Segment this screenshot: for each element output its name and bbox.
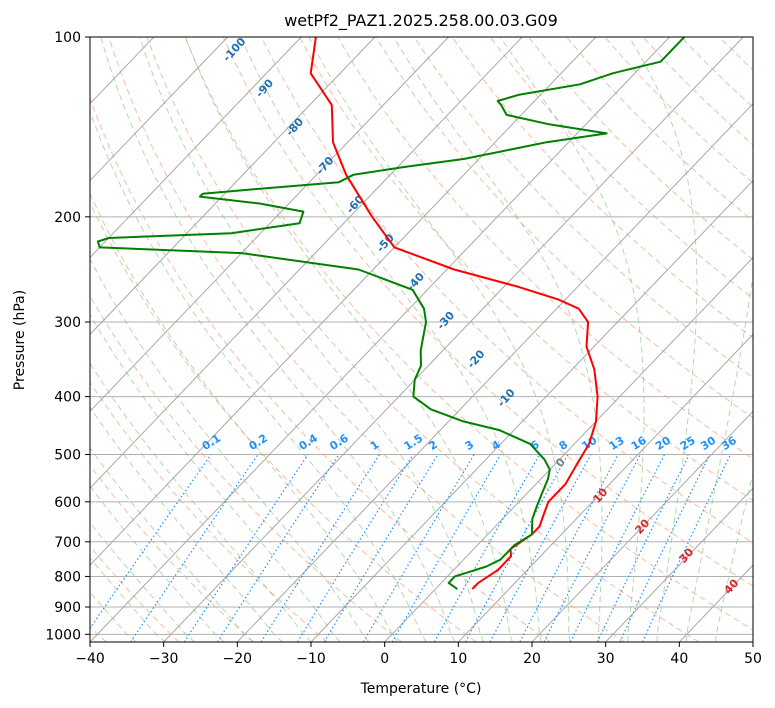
isotherm [90,37,523,489]
y-tick-label: 1000 [45,627,81,643]
dry-adiabat [489,37,753,299]
isotherm [384,256,753,642]
x-tick-label: 10 [449,651,467,667]
y-tick-label: 300 [54,315,81,331]
isotherm [236,102,753,642]
mixing-ratio-line [489,454,592,642]
isotherm [163,37,744,642]
moist-adiabat [628,37,698,642]
moist-adiabat [139,37,485,642]
moist-adiabat [308,37,571,642]
dry-adiabat [90,294,403,642]
isotherm [90,37,449,413]
mixing-ratio-line [130,454,259,642]
dry-adiabat [260,37,753,544]
x-tick-label: 20 [523,651,541,667]
isotherms [90,37,753,642]
moist-adiabat [90,447,254,642]
dry-adiabat [413,37,753,379]
isotherm [90,37,376,336]
mixing-ratio-line [464,454,569,642]
y-tick-label: 800 [54,569,81,585]
x-axis-label: Temperature (°C) [360,681,482,697]
mixing-ratio-line [362,454,475,642]
y-axis: 100 200 300 400 500 600 700 800 900 1000 [45,30,90,643]
moist-adiabat [393,37,603,642]
dry-adiabat [184,37,753,631]
moist-adiabat [240,37,542,642]
isotherm [457,333,753,642]
moist-adiabat [499,37,645,642]
y-tick-label: 600 [54,495,81,511]
isotherm [531,410,753,642]
x-tick-label: 0 [380,651,389,667]
dewpoint-line [96,37,686,590]
moist-adiabat [90,362,312,642]
x-tick-label: −40 [75,651,105,667]
mixing-ratio-line [391,454,502,642]
dry-adiabat [222,37,753,587]
y-tick-label: 100 [54,30,81,46]
y-tick-label: 900 [54,600,81,616]
mixing-ratio-line [216,454,340,642]
y-tick-label: 500 [54,448,81,464]
dry-adiabats [90,37,753,642]
mixing-ratio-line [619,454,711,642]
isotherm [605,487,753,642]
y-tick-label: 700 [54,535,81,551]
y-axis-label: Pressure (hPa) [12,290,28,390]
y-tick-label: 400 [54,390,81,406]
moist-adiabat [90,192,399,642]
moist-adiabat [90,110,427,642]
isotherm [90,37,302,259]
x-tick-label: 40 [670,651,688,667]
mixing-ratio-line [183,454,309,642]
x-axis: −40 −30 −20 −10 0 10 20 30 40 50 [75,642,762,667]
dry-adiabat [108,37,625,642]
moist-adiabat [100,37,456,642]
mixing-ratio-line [90,454,212,630]
x-tick-label: −30 [149,651,179,667]
dry-adiabat [90,381,328,642]
x-tick-label: −10 [296,651,326,667]
dry-adiabat [90,464,254,642]
dry-adiabat [337,37,753,460]
dry-adiabat [299,37,753,502]
sounding-series [96,37,686,590]
dry-adiabat [451,37,753,339]
dry-adiabat [90,201,477,642]
isotherm [310,179,753,642]
isotherm [90,37,228,182]
mixing-ratio-line [642,454,732,642]
mixing-ratio-line [433,454,541,642]
moist-adiabat [90,406,283,642]
isotherm [90,37,597,566]
mixing-ratio-line [596,454,690,642]
mixing-ratio-lines [90,454,732,642]
moist-adiabat [715,471,753,642]
x-tick-label: −20 [223,651,253,667]
dry-adiabat [90,96,551,642]
moist-adiabat [185,37,513,642]
y-tick-label: 200 [54,210,81,226]
moist-adiabat [90,313,341,642]
x-tick-label: 50 [744,651,762,667]
x-tick-label: 30 [597,651,615,667]
chart-title: wetPf2_PAZ1.2025.258.00.03.G09 [284,11,558,31]
plot-frame [89,36,754,643]
dry-adiabat [375,37,753,419]
